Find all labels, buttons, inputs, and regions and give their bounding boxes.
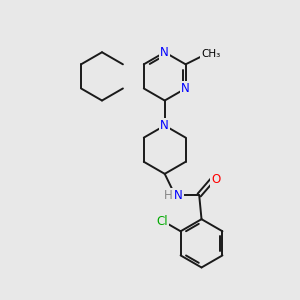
Text: N: N [160, 46, 169, 59]
Text: H: H [164, 188, 173, 202]
Text: Cl: Cl [156, 215, 168, 228]
Text: N: N [174, 188, 183, 202]
Text: N: N [181, 82, 190, 95]
Text: CH₃: CH₃ [201, 50, 220, 59]
Text: N: N [160, 119, 169, 132]
Text: O: O [211, 173, 220, 186]
